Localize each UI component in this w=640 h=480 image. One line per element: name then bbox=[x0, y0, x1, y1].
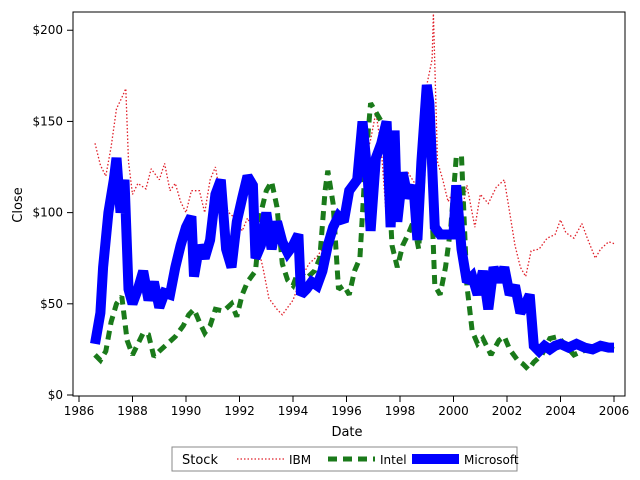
legend-label-intel: Intel bbox=[380, 453, 407, 467]
x-tick-label: 1996 bbox=[331, 404, 362, 418]
y-tick-label: $100 bbox=[32, 206, 63, 220]
x-tick-label: 2004 bbox=[545, 404, 576, 418]
y-tick-label: $0 bbox=[48, 388, 63, 402]
series-line-intel bbox=[93, 101, 615, 374]
series-line-microsoft bbox=[90, 84, 614, 359]
x-tick-label: 1992 bbox=[224, 404, 255, 418]
y-tick-label: $200 bbox=[32, 23, 63, 37]
y-axis-title: Close bbox=[11, 187, 26, 222]
x-tick-label: 2006 bbox=[599, 404, 630, 418]
x-tick-label: 1998 bbox=[385, 404, 416, 418]
legend-label-microsoft: Microsoft bbox=[464, 453, 519, 467]
x-tick-label: 2002 bbox=[492, 404, 523, 418]
legend-frame bbox=[171, 446, 518, 472]
legend-items: IBM Intel Microsoft bbox=[237, 453, 519, 467]
series-line-ibm bbox=[94, 13, 615, 316]
x-tick-label: 1990 bbox=[171, 404, 202, 418]
legend: Stock IBM Intel Microsoft bbox=[171, 446, 519, 472]
legend-title: Stock bbox=[182, 453, 218, 468]
plot-area-frame bbox=[72, 11, 626, 397]
y-tick-label: $50 bbox=[40, 297, 63, 311]
series-layer bbox=[90, 13, 615, 374]
x-tick-label: 1988 bbox=[117, 404, 148, 418]
x-tick-label: 1994 bbox=[278, 404, 309, 418]
y-axis: $0 $50 $100 $150 $200 bbox=[32, 23, 73, 402]
y-tick-label: $150 bbox=[32, 114, 63, 128]
legend-label-ibm: IBM bbox=[289, 453, 311, 467]
x-axis-title: Date bbox=[331, 425, 362, 440]
x-axis: 1986 1988 1990 1992 1994 1996 1998 2000 2002 2004… bbox=[64, 396, 630, 418]
x-tick-label: 1986 bbox=[64, 404, 95, 418]
x-tick-label: 2000 bbox=[438, 404, 469, 418]
